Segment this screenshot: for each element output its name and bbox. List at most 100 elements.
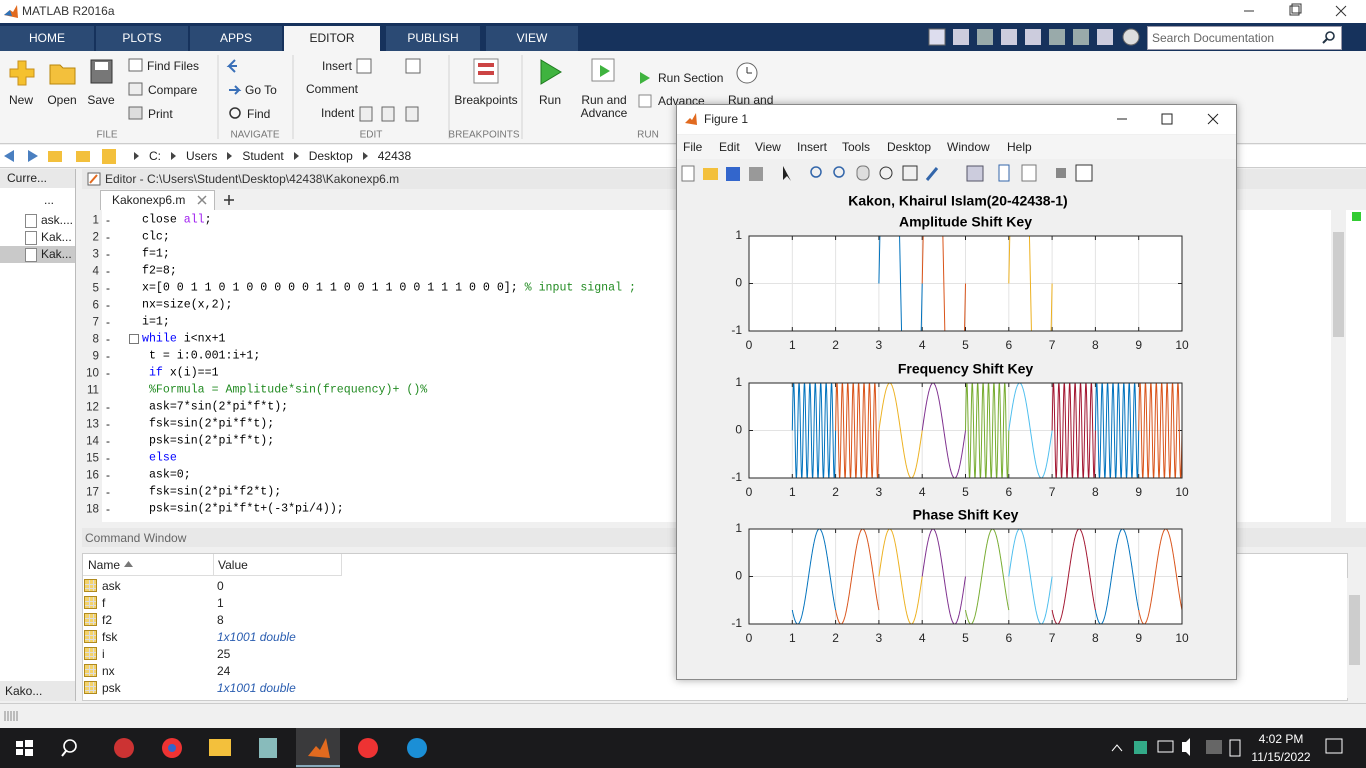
path-segment[interactable]: C:: [149, 149, 161, 163]
variable-name[interactable]: f: [102, 596, 106, 610]
figure-menu[interactable]: Edit: [719, 140, 740, 154]
button-label[interactable]: Open: [47, 93, 77, 107]
tab-buttons[interactable]: [196, 194, 236, 206]
variable-value[interactable]: 0: [217, 579, 224, 593]
figure-menu[interactable]: Window: [947, 140, 990, 154]
path-segment[interactable]: Student: [242, 149, 284, 163]
variable-value[interactable]: 1x1001 double: [217, 630, 296, 644]
executable-marker[interactable]: -: [106, 502, 110, 516]
scroll-thumb[interactable]: [1349, 595, 1360, 665]
column-header[interactable]: Value: [218, 558, 248, 572]
button-label[interactable]: Insert: [322, 59, 353, 73]
variable-name[interactable]: ask: [102, 579, 121, 593]
tab-label[interactable]: HOME: [29, 31, 65, 45]
figure-menu[interactable]: Desktop: [887, 140, 932, 154]
button-label[interactable]: Find: [247, 107, 271, 121]
file-name[interactable]: Kak...: [41, 230, 72, 244]
tab-label[interactable]: PLOTS: [122, 31, 162, 45]
executable-marker[interactable]: -: [106, 366, 110, 380]
button-label[interactable]: Save: [87, 93, 115, 107]
button-label[interactable]: Run Section: [658, 71, 724, 85]
figure-menu[interactable]: Tools: [842, 140, 871, 154]
tab-label[interactable]: APPS: [219, 31, 253, 45]
search-box[interactable]: [1147, 26, 1342, 50]
executable-marker[interactable]: -: [106, 332, 110, 346]
button-label[interactable]: Indent: [321, 106, 355, 120]
figure-menu[interactable]: View: [755, 140, 781, 154]
quick-access-toolbar[interactable]: [925, 26, 1145, 48]
figure-window-controls[interactable]: [1110, 110, 1225, 128]
button-label[interactable]: New: [8, 93, 34, 107]
button-label[interactable]: Run: [538, 93, 562, 107]
variable-value[interactable]: 8: [217, 613, 224, 627]
ribbon-tab[interactable]: [0, 26, 94, 51]
figure-menu[interactable]: Help: [1007, 140, 1032, 154]
executable-marker[interactable]: -: [106, 468, 110, 482]
button-label[interactable]: Go To: [245, 83, 277, 97]
variable-name[interactable]: nx: [102, 664, 115, 678]
ribbon-tab[interactable]: [190, 26, 282, 51]
executable-marker[interactable]: -: [106, 298, 110, 312]
fold-toggle[interactable]: [129, 334, 139, 344]
window-controls[interactable]: [1236, 0, 1366, 23]
selected-row[interactable]: [0, 246, 75, 263]
path-segment[interactable]: 42438: [377, 149, 412, 163]
file-tab-label[interactable]: Kakonexp6.m: [112, 193, 186, 207]
variable-name[interactable]: psk: [102, 681, 121, 695]
tab-label[interactable]: EDITOR: [309, 31, 355, 45]
search-icon[interactable]: [1322, 30, 1336, 44]
executable-marker[interactable]: -: [106, 213, 110, 227]
executable-marker[interactable]: -: [106, 230, 110, 244]
figure-menu[interactable]: Insert: [797, 140, 828, 154]
button-label[interactable]: Print: [148, 107, 173, 121]
x-tick-label: 8: [1092, 631, 1099, 645]
path-segment[interactable]: Users: [186, 149, 218, 163]
executable-marker[interactable]: -: [106, 400, 110, 414]
executable-marker[interactable]: -: [106, 349, 110, 363]
path-segment[interactable]: Desktop: [308, 149, 353, 163]
variable-value[interactable]: 25: [217, 647, 231, 661]
scroll-thumb[interactable]: [1333, 232, 1344, 337]
button-label[interactable]: Run and: [581, 93, 627, 107]
button-label[interactable]: Breakpoints: [454, 93, 518, 107]
button-label[interactable]: Compare: [148, 83, 198, 97]
x-tick-label: 10: [1175, 631, 1189, 645]
file-name[interactable]: Kak...: [41, 247, 72, 261]
file-tab[interactable]: [100, 190, 215, 211]
figure-menu[interactable]: File: [683, 140, 703, 154]
ribbon-tab[interactable]: [284, 26, 380, 51]
ribbon-tab[interactable]: [386, 26, 480, 51]
clock-time[interactable]: 4:02 PM: [1258, 732, 1304, 746]
executable-marker[interactable]: -: [106, 315, 110, 329]
variable-name[interactable]: fsk: [102, 630, 118, 644]
executable-marker[interactable]: -: [106, 247, 110, 261]
variable-value[interactable]: 1x1001 double: [217, 681, 296, 695]
executable-marker[interactable]: -: [106, 485, 110, 499]
code-line: close all;: [142, 214, 212, 227]
executable-marker[interactable]: -: [106, 264, 110, 278]
tab-label[interactable]: VIEW: [516, 31, 548, 45]
button-label[interactable]: Run and: [728, 93, 774, 107]
button-label[interactable]: Find Files: [147, 59, 200, 73]
variable-name[interactable]: i: [102, 647, 105, 661]
executable-marker[interactable]: -: [106, 451, 110, 465]
figure-toolbar[interactable]: [679, 162, 1099, 186]
button-label[interactable]: Comment: [306, 82, 359, 96]
variable-value[interactable]: 24: [217, 664, 231, 678]
navigation-buttons[interactable]: [2, 148, 122, 165]
executable-marker[interactable]: -: [106, 434, 110, 448]
tab-label[interactable]: PUBLISH: [407, 31, 459, 45]
button-label[interactable]: Advance: [580, 106, 628, 120]
taskbar-icons[interactable]: [0, 728, 1366, 768]
variable-value[interactable]: 1: [217, 596, 224, 610]
ribbon-tab[interactable]: [486, 26, 578, 51]
x-tick-label: 0: [746, 338, 753, 352]
executable-marker[interactable]: -: [106, 281, 110, 295]
column-header[interactable]: Name: [88, 558, 121, 572]
search-placeholder[interactable]: Search Documentation: [1152, 31, 1275, 45]
executable-marker[interactable]: -: [106, 417, 110, 431]
ribbon-tab[interactable]: [96, 26, 188, 51]
file-name[interactable]: ask....: [41, 213, 74, 227]
variable-name[interactable]: f2: [102, 613, 113, 627]
clock-date[interactable]: 11/15/2022: [1251, 750, 1311, 764]
